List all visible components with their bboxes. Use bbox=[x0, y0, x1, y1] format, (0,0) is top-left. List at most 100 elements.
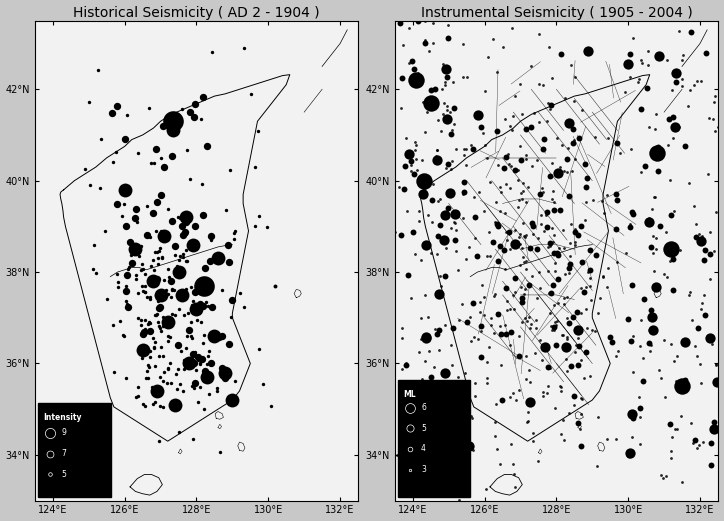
Point bbox=[569, 225, 581, 233]
Point bbox=[674, 246, 686, 254]
Point bbox=[119, 287, 131, 295]
Point bbox=[169, 401, 181, 409]
Point bbox=[698, 256, 710, 265]
Point bbox=[180, 285, 191, 293]
Point bbox=[154, 303, 166, 312]
Point bbox=[635, 105, 647, 113]
Point bbox=[458, 73, 469, 81]
Point bbox=[432, 196, 443, 205]
Point bbox=[126, 259, 138, 267]
Point bbox=[602, 282, 613, 291]
Point bbox=[489, 432, 501, 440]
Point bbox=[45, 470, 56, 478]
Point bbox=[580, 197, 592, 206]
Point bbox=[491, 220, 502, 228]
Point bbox=[650, 245, 662, 254]
Point bbox=[180, 228, 191, 236]
Point bbox=[206, 48, 218, 56]
Point bbox=[568, 401, 579, 410]
Point bbox=[458, 413, 469, 421]
Point bbox=[174, 214, 185, 222]
Point bbox=[95, 135, 106, 143]
Point bbox=[157, 313, 169, 321]
Point bbox=[173, 428, 185, 437]
Point bbox=[533, 30, 544, 38]
Point bbox=[563, 117, 575, 126]
Point bbox=[666, 86, 678, 94]
Point bbox=[466, 141, 477, 149]
Point bbox=[698, 245, 710, 254]
Point bbox=[427, 39, 439, 47]
Point bbox=[114, 317, 125, 325]
Point bbox=[132, 289, 144, 297]
Point bbox=[189, 288, 201, 296]
Point bbox=[569, 73, 581, 81]
Point bbox=[592, 413, 604, 421]
Point bbox=[611, 139, 623, 147]
Point bbox=[432, 146, 443, 154]
Point bbox=[148, 343, 160, 351]
Point bbox=[402, 207, 413, 215]
Point bbox=[144, 327, 156, 336]
Point bbox=[403, 23, 415, 32]
Point bbox=[510, 396, 521, 405]
Point bbox=[554, 206, 565, 214]
Point bbox=[657, 474, 669, 482]
Point bbox=[678, 51, 689, 59]
Point bbox=[426, 195, 438, 204]
Point bbox=[575, 394, 586, 402]
Point bbox=[458, 214, 469, 222]
Point bbox=[395, 19, 406, 28]
Point bbox=[421, 108, 433, 116]
Title: Historical Seismicity ( AD 2 - 1904 ): Historical Seismicity ( AD 2 - 1904 ) bbox=[73, 6, 320, 20]
Point bbox=[581, 282, 592, 291]
Point bbox=[442, 73, 453, 81]
Point bbox=[473, 188, 485, 196]
Point bbox=[79, 165, 90, 173]
Point bbox=[520, 265, 531, 274]
Point bbox=[173, 305, 185, 314]
Point bbox=[198, 331, 209, 340]
Point bbox=[526, 162, 538, 170]
Point bbox=[528, 109, 539, 117]
Point bbox=[650, 283, 662, 291]
Point bbox=[639, 162, 651, 170]
Point bbox=[534, 268, 545, 276]
Point bbox=[654, 221, 666, 230]
Point bbox=[398, 185, 410, 193]
Point bbox=[564, 260, 576, 268]
Point bbox=[521, 316, 533, 325]
Point bbox=[619, 88, 631, 96]
Point bbox=[708, 425, 720, 433]
Point bbox=[624, 50, 636, 58]
Point bbox=[676, 75, 688, 83]
Point bbox=[253, 345, 264, 353]
Point bbox=[201, 359, 212, 368]
Point bbox=[644, 340, 656, 348]
Point bbox=[565, 252, 576, 260]
Point bbox=[180, 344, 191, 353]
Point bbox=[500, 228, 512, 237]
Point bbox=[407, 57, 418, 66]
Point bbox=[167, 126, 179, 134]
Point bbox=[547, 281, 559, 289]
Point bbox=[151, 387, 163, 395]
Point bbox=[253, 213, 264, 221]
Point bbox=[436, 282, 447, 291]
Point bbox=[405, 465, 416, 474]
Point bbox=[583, 246, 594, 255]
Point bbox=[573, 134, 584, 142]
Point bbox=[489, 418, 501, 426]
Point bbox=[548, 249, 560, 257]
Point bbox=[562, 144, 573, 152]
Point bbox=[480, 485, 492, 493]
Point bbox=[679, 338, 691, 346]
Point bbox=[192, 353, 203, 362]
Point bbox=[195, 360, 206, 368]
Point bbox=[452, 315, 464, 324]
Point bbox=[470, 233, 481, 242]
Point bbox=[495, 330, 507, 339]
Point bbox=[487, 35, 499, 43]
Point bbox=[132, 314, 143, 322]
Point bbox=[465, 313, 476, 321]
